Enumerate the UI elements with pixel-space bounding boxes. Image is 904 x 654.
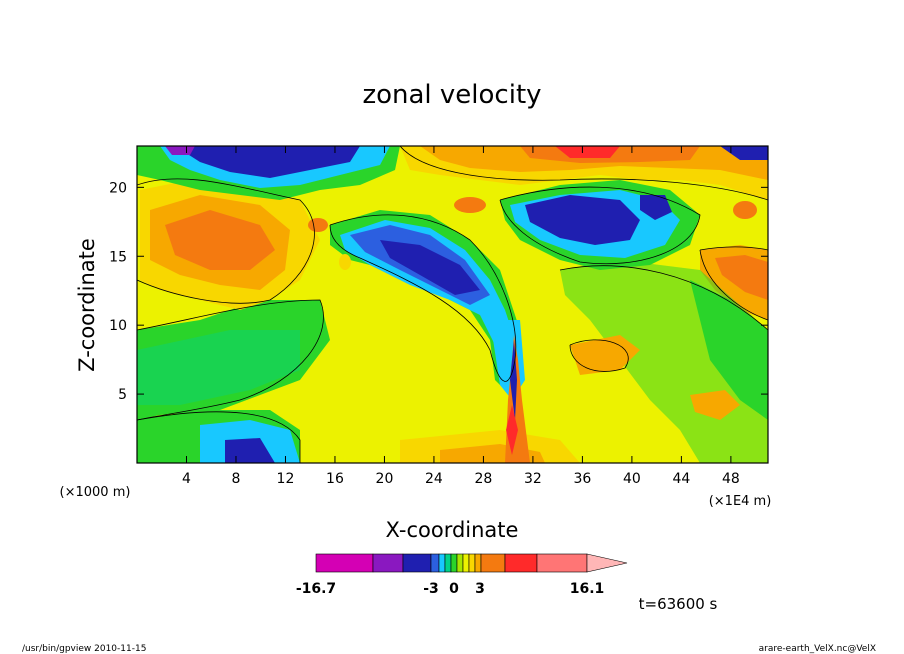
colorbar-segment (504, 553, 538, 573)
heatmap-field (137, 146, 768, 463)
x-tick-label: 20 (376, 471, 394, 487)
y-tick-label: 5 (118, 387, 127, 403)
colorbar-segment (430, 553, 440, 573)
colorbar-arrow (586, 553, 628, 573)
x-tick-label: 44 (672, 471, 690, 487)
colorbar-segment (480, 553, 506, 573)
footer-left: /usr/bin/gpview 2010-11-15 (22, 644, 146, 654)
colorbar-segment (315, 553, 374, 573)
x-tick-label: 12 (277, 471, 295, 487)
y-tick-label: 10 (109, 318, 127, 334)
x-tick-label: 36 (573, 471, 591, 487)
colorbar-segment (456, 553, 464, 573)
footer-right: arare-earth_VelX.nc@VelX (759, 644, 876, 654)
x-tick-label: 28 (475, 471, 493, 487)
colorbar-segment (438, 553, 446, 573)
colorbar-segment (402, 553, 432, 573)
y-axis-label: Z-coordinate (75, 238, 99, 372)
colorbar-segment (444, 553, 452, 573)
colorbar-max-label: 16.1 (570, 581, 605, 597)
x-tick-label: 4 (182, 471, 191, 487)
x-tick-label: 8 (232, 471, 241, 487)
x-axis: 4 8 12 16 20 24 28 32 36 40 44 48 (182, 146, 740, 487)
colorbar-segment (474, 553, 482, 573)
y-tick-label: 20 (109, 180, 127, 196)
y-tick-label: 15 (109, 249, 127, 265)
colorbar-segment (536, 553, 588, 573)
x-tick-label: 16 (326, 471, 344, 487)
y-axis: 5 10 15 20 (109, 180, 768, 403)
colorbar (315, 553, 628, 573)
x-tick-label: 40 (623, 471, 641, 487)
colorbar-segment (450, 553, 458, 573)
colorbar-min-label: -16.7 (296, 581, 336, 597)
colorbar-segment (462, 553, 470, 573)
x-tick-label: 32 (524, 471, 542, 487)
x-tick-label: 24 (425, 471, 443, 487)
colorbar-tick-label: 3 (475, 581, 485, 597)
colorbar-tick-label: -3 (423, 581, 439, 597)
colorbar-segment (372, 553, 404, 573)
colorbar-tick-label: 0 (449, 581, 459, 597)
time-label: t=63600 s (639, 595, 718, 613)
x-tick-label: 48 (722, 471, 740, 487)
x-axis-label: X-coordinate (386, 518, 519, 542)
x-scale-note: (×1E4 m) (709, 494, 772, 509)
chart-title: zonal velocity (362, 80, 541, 110)
colorbar-segment (468, 553, 476, 573)
x-unit-note: (×1000 m) (60, 485, 131, 500)
